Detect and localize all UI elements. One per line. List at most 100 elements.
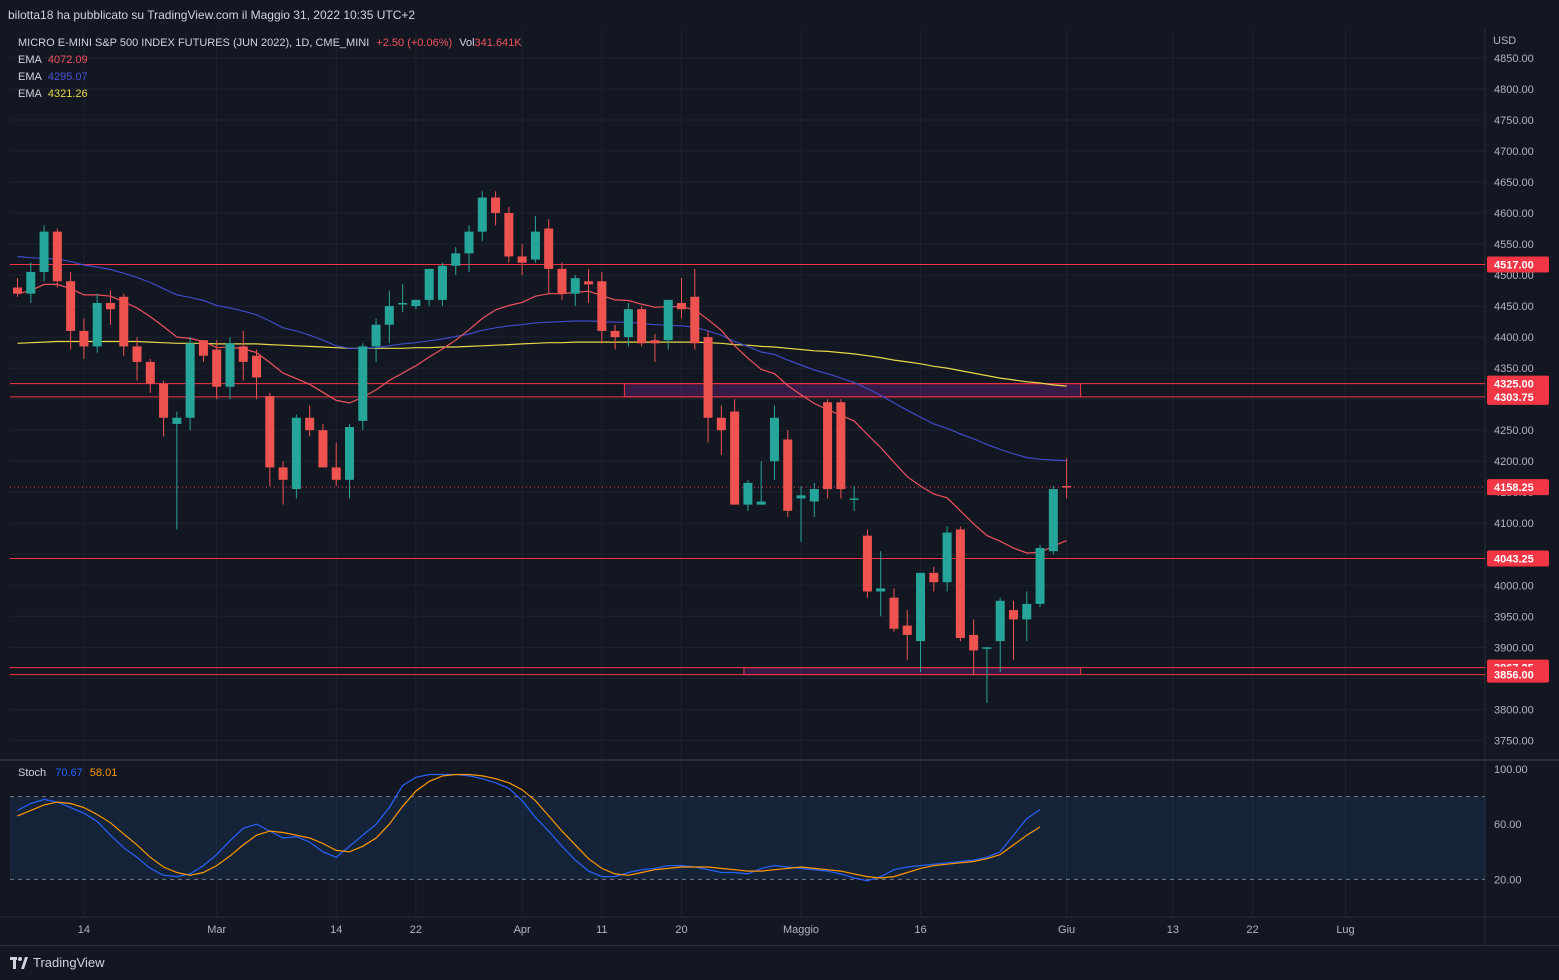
price-tick-label: 4350.00	[1494, 363, 1534, 375]
candle-up	[477, 197, 487, 232]
time-tick-label: 22	[1246, 924, 1258, 936]
stoch-band	[10, 796, 1485, 880]
price-tick-label: 4000.00	[1494, 580, 1534, 592]
candle-up	[39, 231, 49, 272]
candle-up	[796, 495, 806, 499]
candle-down	[703, 337, 713, 418]
price-tick-label: 3800.00	[1494, 704, 1534, 716]
time-tick-label: 20	[675, 924, 687, 936]
price-tick-label: 4800.00	[1494, 84, 1534, 96]
candle-down	[557, 268, 567, 294]
candle-up	[437, 265, 447, 300]
ema-slow-line	[17, 340, 1067, 387]
tradingview-logo-icon	[10, 956, 28, 969]
level-badge	[1487, 666, 1549, 683]
candle-down	[902, 625, 912, 635]
candle-down	[318, 430, 328, 468]
candle-down	[637, 309, 647, 344]
candle-up	[384, 306, 394, 325]
last-price-badge	[1487, 479, 1549, 496]
candle-up	[982, 647, 992, 649]
ema-row-2[interactable]: EMA 4295.07	[18, 69, 522, 86]
candle-up	[663, 299, 673, 341]
candle-up	[995, 600, 1005, 642]
candle-down	[969, 634, 979, 651]
ema-label: EMA	[18, 54, 42, 66]
price-tick-label: 3950.00	[1494, 611, 1534, 623]
candle-down	[597, 281, 607, 331]
candle-down	[677, 302, 686, 310]
candle-down	[716, 417, 726, 431]
candle-down	[504, 213, 514, 257]
candle-down	[650, 340, 660, 344]
candle-up	[916, 572, 926, 642]
time-tick-label: 14	[330, 924, 342, 936]
price-tick-label: 4400.00	[1494, 332, 1534, 344]
candle-up	[371, 324, 381, 347]
candle-down	[132, 346, 142, 362]
candle-up	[876, 588, 886, 592]
candle-up	[291, 417, 301, 490]
time-tick-label: Apr	[514, 924, 531, 936]
candle-up	[345, 427, 354, 480]
candle-down	[862, 535, 872, 592]
candle-down	[198, 340, 208, 356]
tradingview-brand[interactable]: TradingView	[10, 955, 105, 970]
candle-down	[305, 417, 315, 431]
candle-up	[1035, 548, 1045, 604]
candle-down	[1009, 610, 1018, 620]
currency-label: USD	[1493, 35, 1516, 47]
ema-label: EMA	[18, 71, 42, 83]
ema-row-3[interactable]: EMA 4321.26	[18, 86, 522, 103]
candle-up	[1048, 489, 1058, 552]
candle-up	[92, 302, 102, 347]
candle-down	[1062, 486, 1072, 488]
price-tick-label: 4550.00	[1494, 239, 1534, 251]
candle-down	[105, 302, 115, 310]
candle-down	[265, 396, 275, 468]
candle-up	[743, 482, 753, 505]
price-tick-label: 4200.00	[1494, 456, 1534, 468]
ema-row-1[interactable]: EMA 4072.09	[18, 52, 522, 69]
ema-value-3: 4321.26	[47, 88, 88, 100]
candle-down	[66, 281, 76, 331]
price-tick-label: 4850.00	[1494, 53, 1534, 65]
stoch-k-value: 70.67	[55, 767, 83, 779]
candle-down	[79, 330, 89, 347]
main-legend: MICRO E-MINI S&P 500 INDEX FUTURES (JUN …	[18, 35, 522, 103]
price-tick-label: 4650.00	[1494, 177, 1534, 189]
chart-canvas[interactable]: USD3750.003800.003850.003900.003950.0040…	[0, 28, 1559, 945]
stoch-d-line	[17, 773, 1041, 879]
price-tick-label: 4450.00	[1494, 301, 1534, 313]
stoch-d-value: 58.01	[89, 767, 118, 779]
time-tick-label: Giu	[1058, 924, 1075, 936]
candle-down	[119, 296, 129, 347]
candle-up	[570, 278, 580, 294]
candle-up	[26, 271, 36, 294]
price-tick-label: 4600.00	[1494, 208, 1534, 220]
candle-down	[491, 197, 501, 214]
time-tick-label: 22	[410, 924, 422, 936]
symbol-row: MICRO E-MINI S&P 500 INDEX FUTURES (JUN …	[18, 35, 522, 52]
price-change: +2.50 (+0.06%)	[376, 37, 453, 49]
price-tick-label: 4250.00	[1494, 425, 1534, 437]
last-price-badge-label: 4158.25	[1494, 482, 1534, 494]
candle-down	[13, 287, 22, 294]
candle-down	[331, 467, 341, 480]
candle-down	[159, 383, 169, 418]
price-tick-label: 4100.00	[1494, 518, 1534, 530]
candle-up	[451, 253, 461, 266]
symbol-title: MICRO E-MINI S&P 500 INDEX FUTURES (JUN …	[18, 37, 370, 49]
candle-up	[809, 489, 819, 502]
publication-info: bilotta18 ha pubblicato su TradingView.c…	[8, 8, 416, 22]
time-tick-label: Maggio	[783, 924, 819, 936]
stoch-label: Stoch	[18, 767, 47, 779]
top-bar: bilotta18 ha pubblicato su TradingView.c…	[0, 0, 1559, 29]
stoch-tick-label: 60.00	[1494, 819, 1522, 831]
stoch-legend[interactable]: Stoch 70.67 58.01	[18, 767, 117, 779]
candle-down	[955, 529, 965, 639]
zone-rectangle	[623, 383, 1082, 398]
candle-down	[544, 228, 554, 269]
ema-fast-line	[17, 283, 1067, 554]
candle-down	[730, 411, 740, 505]
